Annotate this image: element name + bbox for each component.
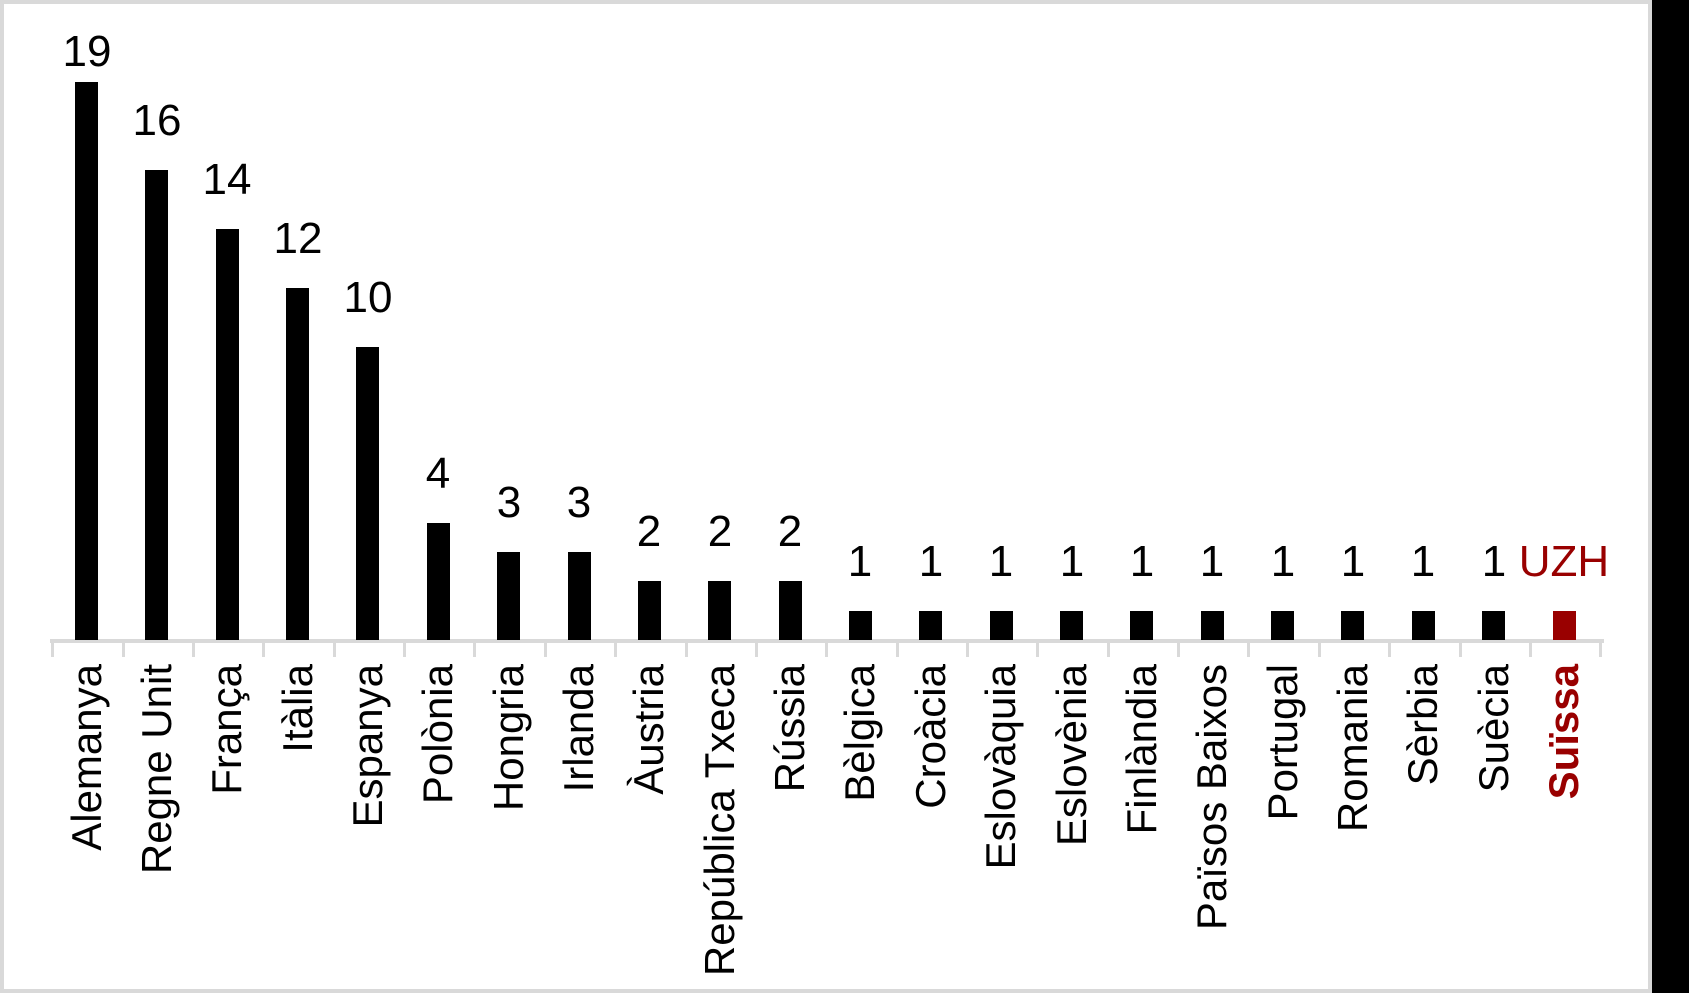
x-axis-label: Polònia [414,664,461,805]
bar-value-label: 10 [343,273,393,322]
x-axis-label: Països Baixos [1188,664,1235,931]
x-axis-tick [614,643,617,657]
x-axis-label: Regne Unit [133,664,180,875]
bar-value-label: 2 [707,507,733,556]
x-axis-label: Romania [1329,664,1376,833]
chart-panel [0,0,1652,993]
x-axis-tick [1036,643,1039,657]
bar [1482,610,1505,640]
bar [356,346,379,640]
x-axis-label: Alemanya [63,664,110,851]
bar-value-label: 1 [1129,537,1155,586]
x-axis-tick [1318,643,1321,657]
x-axis-label: Rússia [766,664,813,793]
bar [1271,610,1294,640]
bar-value-label: 1 [847,537,873,586]
bar-value-label: 2 [777,507,803,556]
x-axis-label: Portugal [1259,664,1306,821]
x-axis-label: Itàlia [274,664,321,753]
x-axis-tick [192,643,195,657]
bar-value-label: 4 [425,449,451,498]
slide-background-strip [1652,0,1689,993]
bar [568,552,591,641]
bar-value-label: 1 [1270,537,1296,586]
x-axis-tick [755,643,758,657]
bar [849,610,872,640]
x-axis-tick [473,643,476,657]
bar [75,82,98,640]
x-axis-tick [51,643,54,657]
x-axis-label: França [203,664,250,795]
bar-chart: 19 Alemanya 16 Regne Unit 14 França 12 Itàlia 10… [50,27,1610,977]
bar [1201,610,1224,640]
bar [427,522,450,640]
bar [1130,610,1153,640]
x-axis-tick [1177,643,1180,657]
bar-value-label: 1 [1199,537,1225,586]
x-axis-tick [262,643,265,657]
bar-value-label: 3 [496,478,522,527]
x-axis-tick [1247,643,1250,657]
bar-value-label: 2 [636,507,662,556]
bar [216,229,239,640]
bar-value-label: 1 [918,537,944,586]
x-axis-label: Bèlgica [836,664,883,802]
bar-value-label: 1 [988,537,1014,586]
x-axis-tick [1529,643,1532,657]
x-axis-label: Suècia [1470,664,1517,793]
x-axis-label: Àustria [625,664,672,795]
x-axis-tick [1388,643,1391,657]
x-axis-label: Finlàndia [1118,664,1165,835]
x-axis-label: Espanya [344,664,391,828]
x-axis-label: Irlanda [555,664,602,793]
x-axis-tick [1459,643,1462,657]
x-axis-tick [1107,643,1110,657]
bar-value-label: 1 [1340,537,1366,586]
x-axis-tick [896,643,899,657]
bar [779,581,802,640]
bar [286,287,309,640]
bar-value-label: 1 [1059,537,1085,586]
bar [638,581,661,640]
bar-value-label: 16 [132,96,182,145]
x-axis-label: Eslovàquia [977,664,1024,870]
x-axis-tick [403,643,406,657]
x-axis-tick [333,643,336,657]
x-axis-label: Hongria [485,664,532,812]
bar-value-label: 3 [566,478,592,527]
bar-value-label: 1 [1410,537,1436,586]
bar [497,552,520,641]
x-axis-label: Suïssa [1540,664,1587,800]
bar-value-label: 14 [202,155,252,204]
bar [990,610,1013,640]
x-axis-label: Croàcia [907,664,954,809]
x-axis-tick [825,643,828,657]
bar-highlight [1553,610,1576,640]
bar [1341,610,1364,640]
bar-value-label: 1 [1481,537,1507,586]
x-axis-tick [1599,643,1602,657]
x-axis-tick [544,643,547,657]
bar [1060,610,1083,640]
bar [1412,610,1435,640]
x-axis-tick [966,643,969,657]
bar [919,610,942,640]
bar-value-label-uzh: UZH [1518,537,1610,586]
x-axis-label: Eslovènia [1048,664,1095,847]
x-axis-tick [685,643,688,657]
x-axis-label: República Txeca [696,664,743,977]
bar-value-label: 12 [273,214,323,263]
x-axis-line [50,639,1604,643]
bar [708,581,731,640]
x-axis-tick [122,643,125,657]
bar-value-label: 19 [62,27,112,76]
x-axis-label: Sèrbia [1399,664,1446,786]
bar [145,170,168,640]
